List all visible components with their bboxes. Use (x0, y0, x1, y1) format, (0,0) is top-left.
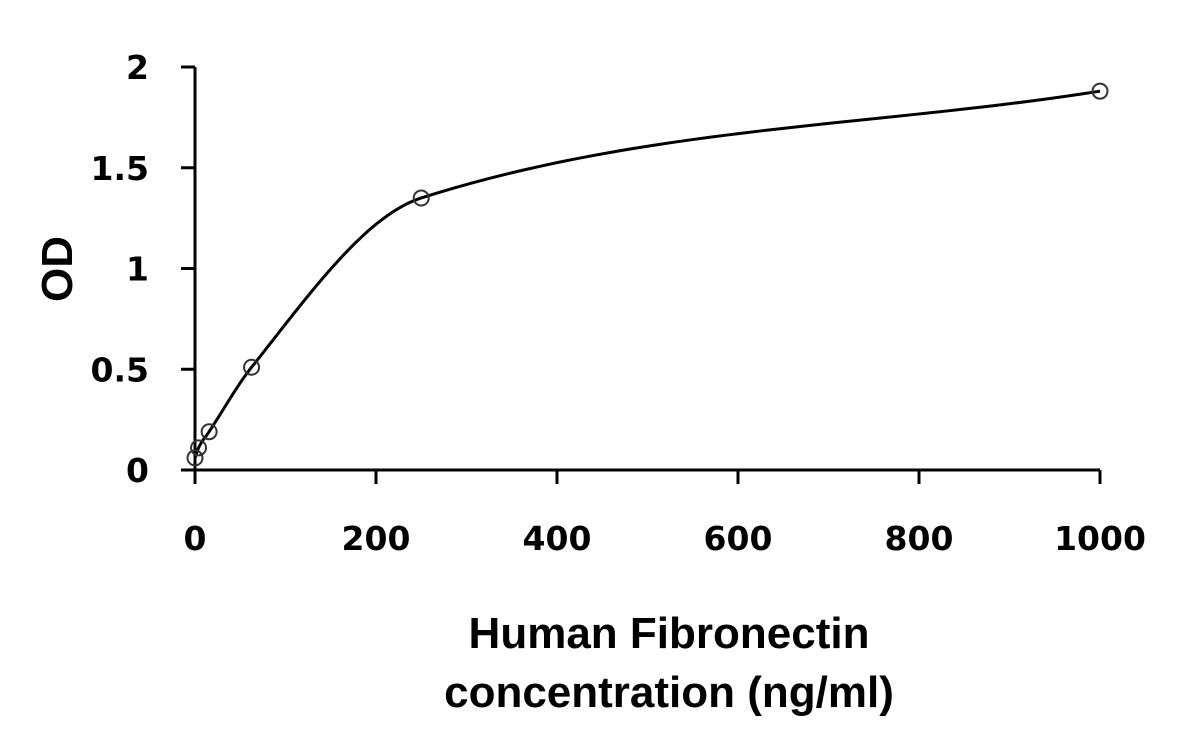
x-axis-title-line-2: concentration (ng/ml) (444, 668, 894, 717)
x-tick-label: 400 (523, 519, 592, 558)
x-tick-label: 800 (885, 519, 954, 558)
y-axis-title: OD (33, 236, 82, 302)
data-point (412, 189, 430, 207)
y-tick-label: 0 (126, 451, 149, 490)
y-tick-label: 1 (126, 250, 149, 289)
data-point (243, 358, 261, 376)
y-tick-label: 2 (126, 48, 149, 87)
x-tick-label: 1000 (1054, 519, 1146, 558)
data-point (186, 449, 204, 467)
x-tick-label: 600 (704, 519, 773, 558)
axis-titles: OD Human Fibronectin concentration (ng/m… (33, 236, 894, 717)
data-point (190, 439, 208, 457)
data-point (1091, 82, 1109, 100)
ticks: 0 0.5 1 1.5 2 0 200 400 600 800 1000 (91, 48, 1146, 558)
data-point (200, 423, 218, 441)
y-tick-label: 1.5 (91, 149, 149, 188)
x-tick-label: 0 (184, 519, 207, 558)
fit-curve (193, 89, 1101, 459)
fit-curve-layer (193, 89, 1101, 459)
y-tick-label: 0.5 (91, 350, 149, 389)
x-tick-label: 200 (342, 519, 411, 558)
data-points (186, 82, 1109, 467)
x-axis-title-line-1: Human Fibronectin (469, 609, 870, 658)
